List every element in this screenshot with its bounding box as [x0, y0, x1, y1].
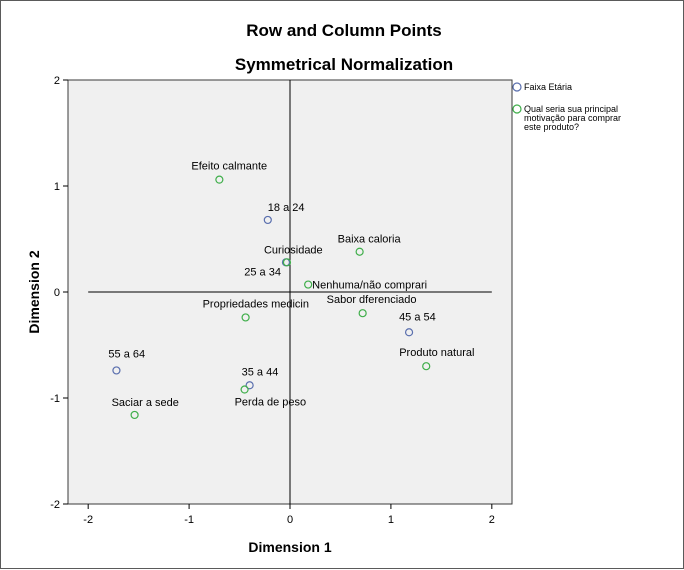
x-tick-label: 2: [489, 514, 495, 526]
data-point: [240, 385, 249, 394]
data-point: [355, 247, 364, 256]
data-point: [112, 366, 121, 375]
legend-label: Faixa Etária: [524, 82, 572, 92]
data-point-label: 45 a 54: [399, 311, 436, 323]
data-point-label: Produto natural: [399, 347, 474, 359]
data-point-label: 25 a 34: [244, 266, 281, 278]
y-tick-label: -2: [50, 499, 60, 511]
data-point-label: Saciar a sede: [112, 397, 179, 409]
y-tick-label: 2: [54, 75, 60, 87]
data-point: [245, 381, 254, 390]
data-point: [422, 362, 431, 371]
x-tick-label: 0: [287, 514, 293, 526]
x-tick-label: 1: [388, 514, 394, 526]
reference-lines: [88, 80, 492, 504]
data-point: [404, 328, 414, 337]
chart-title: Row and Column Points: [246, 21, 442, 40]
data-point: [358, 309, 367, 318]
data-point: [130, 410, 139, 420]
data-point: [282, 258, 292, 267]
legend-label: este produto?: [524, 122, 579, 132]
data-point-label: Curiosidade: [264, 244, 323, 256]
data-point-label: Perda de peso: [235, 397, 307, 409]
data-point-label: Propriedades medicin: [203, 298, 309, 310]
series-2-points: Efeito calmante Curiosidade Baixa caloria N…: [112, 161, 474, 420]
legend-label: motivação para comprar: [524, 113, 621, 123]
y-tick-label: 1: [54, 181, 60, 193]
x-tick-label: -1: [184, 514, 194, 526]
legend-label: Qual seria sua principal: [524, 104, 618, 114]
y-tick-label: -1: [50, 393, 60, 405]
legend: Faixa Etária Qual seria sua principalmoti…: [512, 82, 621, 132]
y-axis-title: Dimension 2: [26, 250, 42, 333]
data-point-label: Sabor dferenciado: [327, 294, 417, 306]
data-point-label: Nenhuma/não comprari: [312, 280, 427, 292]
x-tick-label: -2: [83, 514, 93, 526]
legend-marker: [512, 104, 522, 114]
data-point-label: Efeito calmante: [191, 161, 267, 173]
data-point-label: 35 a 44: [242, 366, 279, 378]
data-point-label: 18 a 24: [268, 202, 305, 214]
axis-ticks: -2 -1 0 1 2 -2 -1 0 1 2: [50, 75, 495, 526]
data-point: [241, 313, 250, 322]
data-point: [304, 280, 313, 289]
data-point: [263, 215, 272, 225]
data-point-label: Baixa caloria: [338, 234, 402, 246]
legend-marker: [512, 82, 522, 92]
data-point: [215, 175, 224, 184]
chart-subtitle: Symmetrical Normalization: [235, 55, 453, 74]
data-point-label: 55 a 64: [108, 348, 145, 360]
series-1-points: 18 a 24 25 a 34 35 a 44 45 a 54 55 a 64: [108, 202, 436, 390]
x-axis-title: Dimension 1: [248, 539, 331, 555]
y-tick-label: 0: [54, 287, 60, 299]
